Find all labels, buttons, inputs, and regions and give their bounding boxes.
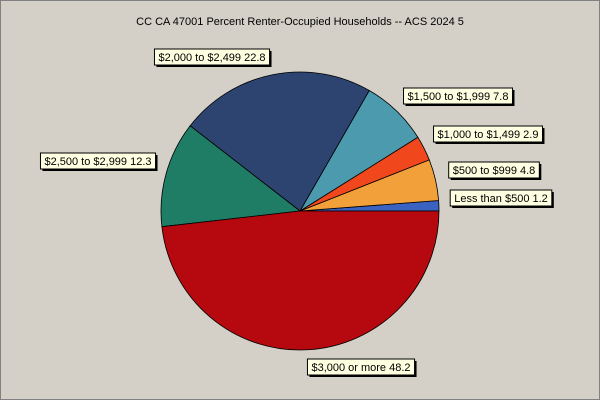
slice xyxy=(161,210,440,351)
data-label: $1,500 to $1,999 7.8 xyxy=(403,87,515,106)
data-label: $1,000 to $1,499 2.9 xyxy=(433,125,545,144)
chart-title: CC CA 47001 Percent Renter-Occupied Hous… xyxy=(136,16,464,28)
label-category: $3,000 or more xyxy=(311,362,386,374)
slice xyxy=(189,71,370,212)
slice xyxy=(160,125,302,228)
label-value: 12.3 xyxy=(130,156,151,168)
label-box xyxy=(39,152,157,170)
label-value: 22.8 xyxy=(244,52,265,64)
label-box xyxy=(449,189,553,207)
data-label: Less than $500 1.2 xyxy=(449,189,554,208)
labels: Less than $500 1.2 $500 to $999 4.8 $1,000… xyxy=(39,48,554,377)
label-value: 7.8 xyxy=(493,91,508,103)
label-category: $2,000 to $2,499 xyxy=(158,52,241,64)
label-box xyxy=(448,161,540,179)
label-value: 1.2 xyxy=(533,193,548,205)
data-label: $2,000 to $2,499 22.8 xyxy=(153,48,272,67)
label-text: $2,500 to $2,999 12.3 xyxy=(44,156,151,168)
label-value: 48.2 xyxy=(389,362,410,374)
label-category: $2,500 to $2,999 xyxy=(44,156,127,168)
label-value: 2.9 xyxy=(523,129,538,141)
label-box xyxy=(403,87,513,105)
label-value: 4.8 xyxy=(520,165,535,177)
label-text: $1,500 to $1,999 7.8 xyxy=(408,91,509,103)
label-box xyxy=(433,125,543,143)
pie xyxy=(160,71,440,351)
label-category: $500 to $999 xyxy=(453,165,517,177)
label-text: $500 to $999 4.8 xyxy=(453,165,536,177)
label-category: $1,500 to $1,999 xyxy=(408,91,491,103)
label-box xyxy=(153,48,271,66)
data-label: $500 to $999 4.8 xyxy=(448,161,542,180)
label-text: $3,000 or more 48.2 xyxy=(311,362,410,374)
data-label: $2,500 to $2,999 12.3 xyxy=(39,152,158,171)
label-box xyxy=(306,358,416,376)
label-category: Less than $500 xyxy=(454,193,529,205)
label-text: $1,000 to $1,499 2.9 xyxy=(438,129,539,141)
label-text: $2,000 to $2,499 22.8 xyxy=(158,52,265,64)
label-category: $1,000 to $1,499 xyxy=(438,129,521,141)
data-label: $3,000 or more 48.2 xyxy=(306,358,417,377)
label-text: Less than $500 1.2 xyxy=(454,193,548,205)
